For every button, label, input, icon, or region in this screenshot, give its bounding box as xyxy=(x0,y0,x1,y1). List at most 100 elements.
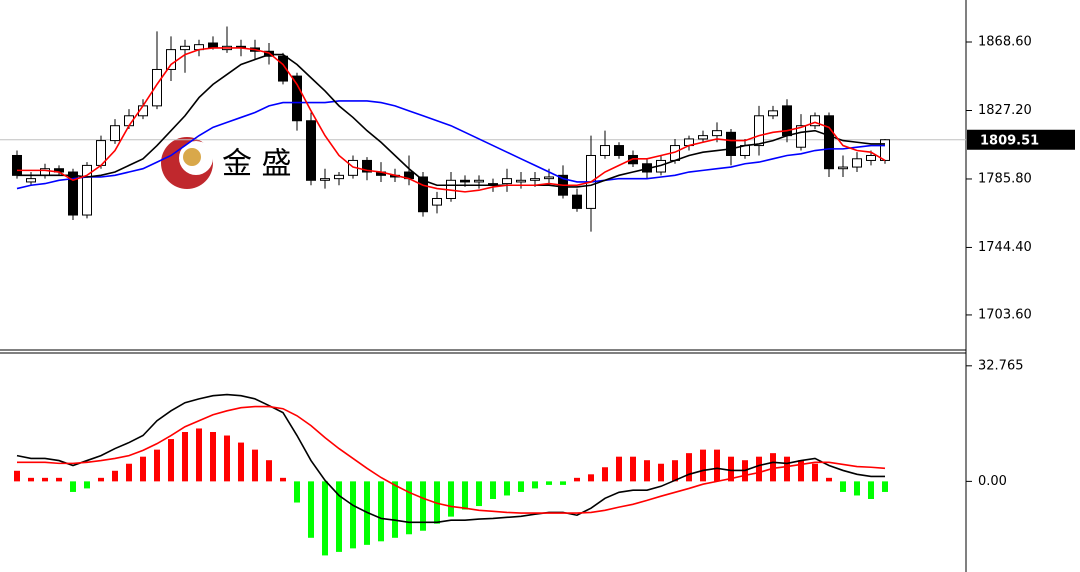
histogram-bar xyxy=(770,453,776,482)
histogram-bar xyxy=(322,481,328,556)
histogram-bar xyxy=(84,481,90,489)
histogram-bar xyxy=(826,477,832,482)
histogram-bar xyxy=(840,481,846,492)
candle-body xyxy=(334,174,344,180)
histogram-bar xyxy=(392,481,398,538)
y-tick-label: 1868.60 xyxy=(978,35,1032,50)
histogram-bar xyxy=(658,463,664,482)
histogram-bar xyxy=(224,435,230,482)
histogram-bar xyxy=(28,477,34,482)
histogram-bar xyxy=(602,467,608,482)
histogram-bar xyxy=(266,460,272,482)
y-tick-label: 1703.60 xyxy=(978,307,1032,322)
histogram-bar xyxy=(406,481,412,535)
histogram-bar xyxy=(70,481,76,492)
histogram-bar xyxy=(140,456,146,482)
candle-body xyxy=(614,145,624,156)
candle-body xyxy=(768,110,778,117)
candle-body xyxy=(418,176,428,213)
histogram-bar xyxy=(238,442,244,482)
candle-body xyxy=(460,179,470,183)
watermark-text: 金 盛 xyxy=(222,147,292,182)
candle-body xyxy=(306,120,316,181)
candle-body xyxy=(516,179,526,183)
candle-body xyxy=(824,115,834,170)
indicator-line xyxy=(17,405,886,514)
candle-body xyxy=(152,68,162,107)
histogram-bar xyxy=(336,481,342,552)
histogram-bar xyxy=(714,449,720,482)
histogram-bar xyxy=(546,481,552,485)
histogram-bar xyxy=(420,481,426,531)
histogram-bar xyxy=(462,481,468,510)
candle-body xyxy=(572,194,582,209)
candle-body xyxy=(110,125,120,142)
histogram-bar xyxy=(126,463,132,482)
candle-body xyxy=(530,178,540,181)
histogram-bar xyxy=(490,481,496,499)
y-tick-label: 1744.40 xyxy=(978,240,1032,255)
candle-body xyxy=(502,178,512,185)
histogram-bar xyxy=(14,470,20,482)
last-price-tag xyxy=(967,129,1075,150)
y-tick-label: 32.765 xyxy=(978,358,1024,373)
histogram-bar xyxy=(532,481,538,489)
histogram-bar xyxy=(280,477,286,482)
last-price-label: 1809.51 xyxy=(980,133,1039,148)
histogram-bar xyxy=(476,481,482,507)
candle-body xyxy=(474,179,484,183)
histogram-bar xyxy=(616,456,622,482)
candle-body xyxy=(866,154,876,161)
candle-body xyxy=(166,49,176,70)
candle-body xyxy=(362,159,372,173)
candle-body xyxy=(432,197,442,206)
candle-body xyxy=(12,154,22,176)
histogram-bar xyxy=(588,474,594,482)
histogram-bar xyxy=(784,456,790,482)
histogram-bar xyxy=(252,449,258,482)
candle-body xyxy=(544,176,554,180)
histogram-bar xyxy=(518,481,524,492)
indicator-line xyxy=(17,47,886,193)
y-tick-label: 1827.20 xyxy=(978,103,1032,118)
histogram-bar xyxy=(98,477,104,482)
indicator-line xyxy=(16,393,885,524)
histogram-bar xyxy=(42,477,48,482)
indicator-line xyxy=(17,53,885,188)
candle-body xyxy=(754,115,764,147)
candle-body xyxy=(852,158,862,168)
histogram-bar xyxy=(56,477,62,482)
histogram-bar xyxy=(756,456,762,482)
candle-body xyxy=(838,166,848,170)
histogram-bar xyxy=(154,449,160,482)
candle-body xyxy=(292,75,302,122)
candle-body xyxy=(320,178,330,181)
candle-body xyxy=(82,164,92,216)
histogram-bar xyxy=(378,481,384,542)
histogram-bar xyxy=(308,481,314,538)
candle-body xyxy=(180,45,190,51)
y-tick-label: 0.00 xyxy=(978,474,1007,489)
histogram-bar xyxy=(574,477,580,482)
histogram-bar xyxy=(112,470,118,482)
candle-body xyxy=(810,115,820,127)
candle-body xyxy=(796,125,806,148)
histogram-bar xyxy=(798,460,804,482)
histogram-bar xyxy=(672,460,678,482)
histogram-bar xyxy=(868,481,874,499)
candle-body xyxy=(880,139,890,161)
histogram-bar xyxy=(812,463,818,482)
histogram-bar xyxy=(168,439,174,482)
indicator-line xyxy=(16,100,885,190)
candle-body xyxy=(26,178,36,183)
histogram-bar xyxy=(644,460,650,482)
histogram-bar xyxy=(882,481,888,492)
candle-body xyxy=(68,171,78,216)
histogram-bar xyxy=(196,428,202,482)
candle-body xyxy=(698,135,708,140)
histogram-bar xyxy=(630,456,636,482)
histogram-bar xyxy=(728,456,734,482)
histogram-bar xyxy=(854,481,860,496)
